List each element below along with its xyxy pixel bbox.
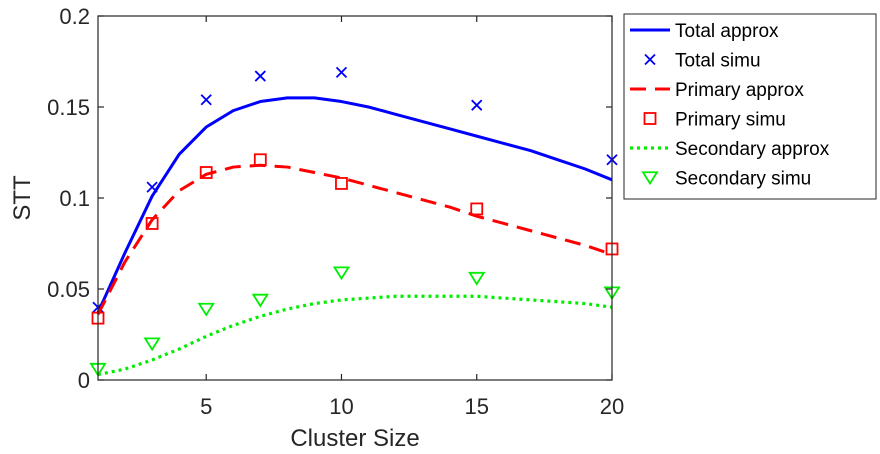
legend-swatch bbox=[641, 171, 659, 186]
plot-marks bbox=[89, 66, 621, 377]
legend-item: Total approx bbox=[630, 21, 779, 42]
legend-label: Primary simu bbox=[675, 110, 786, 131]
data-point bbox=[332, 266, 351, 281]
series-secondary-simu bbox=[89, 266, 621, 377]
plot-area bbox=[97, 15, 613, 381]
data-point bbox=[254, 70, 266, 82]
x-tick-label: 5 bbox=[200, 394, 212, 419]
legend-item: Secondary approx bbox=[630, 139, 830, 160]
series-line bbox=[96, 163, 613, 316]
legend-label: Secondary simu bbox=[675, 169, 811, 190]
y-tick-label: 0.15 bbox=[47, 95, 90, 120]
data-point bbox=[146, 181, 158, 193]
x-tick-label: 20 bbox=[600, 394, 624, 419]
legend-label: Primary approx bbox=[675, 80, 804, 101]
y-axis-label: STT bbox=[9, 175, 36, 221]
data-point bbox=[145, 217, 159, 230]
data-point bbox=[197, 302, 215, 317]
legend-swatch bbox=[643, 112, 657, 125]
data-point bbox=[471, 99, 483, 111]
data-point bbox=[253, 153, 267, 167]
legend: Total approx Total simu Primary approx Prim… bbox=[623, 13, 877, 200]
legend-item: Primary approx bbox=[630, 80, 804, 101]
legend-swatch bbox=[644, 53, 656, 66]
x-tick-label: 15 bbox=[464, 394, 488, 419]
legend-label: Total simu bbox=[675, 51, 761, 72]
series-line bbox=[96, 96, 613, 314]
y-tick-label: 0.2 bbox=[59, 4, 90, 29]
x-axis-label: Cluster Size bbox=[290, 425, 419, 452]
series-secondary-approx bbox=[97, 294, 613, 377]
data-point bbox=[200, 94, 212, 106]
data-point bbox=[143, 337, 161, 352]
series-line bbox=[97, 294, 613, 377]
x-axis: 5 10 15 20 bbox=[200, 16, 624, 419]
legend-label: Secondary approx bbox=[675, 139, 830, 160]
legend-item: Total simu bbox=[644, 51, 761, 72]
data-point bbox=[251, 293, 269, 308]
y-tick-label: 0 bbox=[78, 368, 90, 393]
y-tick-label: 0.1 bbox=[59, 186, 90, 211]
data-point bbox=[468, 271, 486, 286]
series-primary-simu bbox=[91, 153, 619, 325]
legend-item: Primary simu bbox=[643, 110, 786, 131]
legend-label: Total approx bbox=[675, 21, 779, 42]
data-point bbox=[335, 177, 348, 190]
series-primary-approx bbox=[96, 163, 613, 316]
legend-box bbox=[623, 13, 877, 200]
x-tick-label: 10 bbox=[329, 394, 353, 419]
series-total-approx bbox=[96, 96, 613, 314]
data-point bbox=[199, 166, 213, 179]
data-point bbox=[335, 66, 348, 79]
legend-item: Secondary simu bbox=[641, 169, 811, 190]
data-point bbox=[470, 202, 484, 216]
y-tick-label: 0.05 bbox=[47, 277, 90, 302]
y-axis: 0 0.05 0.1 0.15 0.2 bbox=[47, 4, 612, 393]
